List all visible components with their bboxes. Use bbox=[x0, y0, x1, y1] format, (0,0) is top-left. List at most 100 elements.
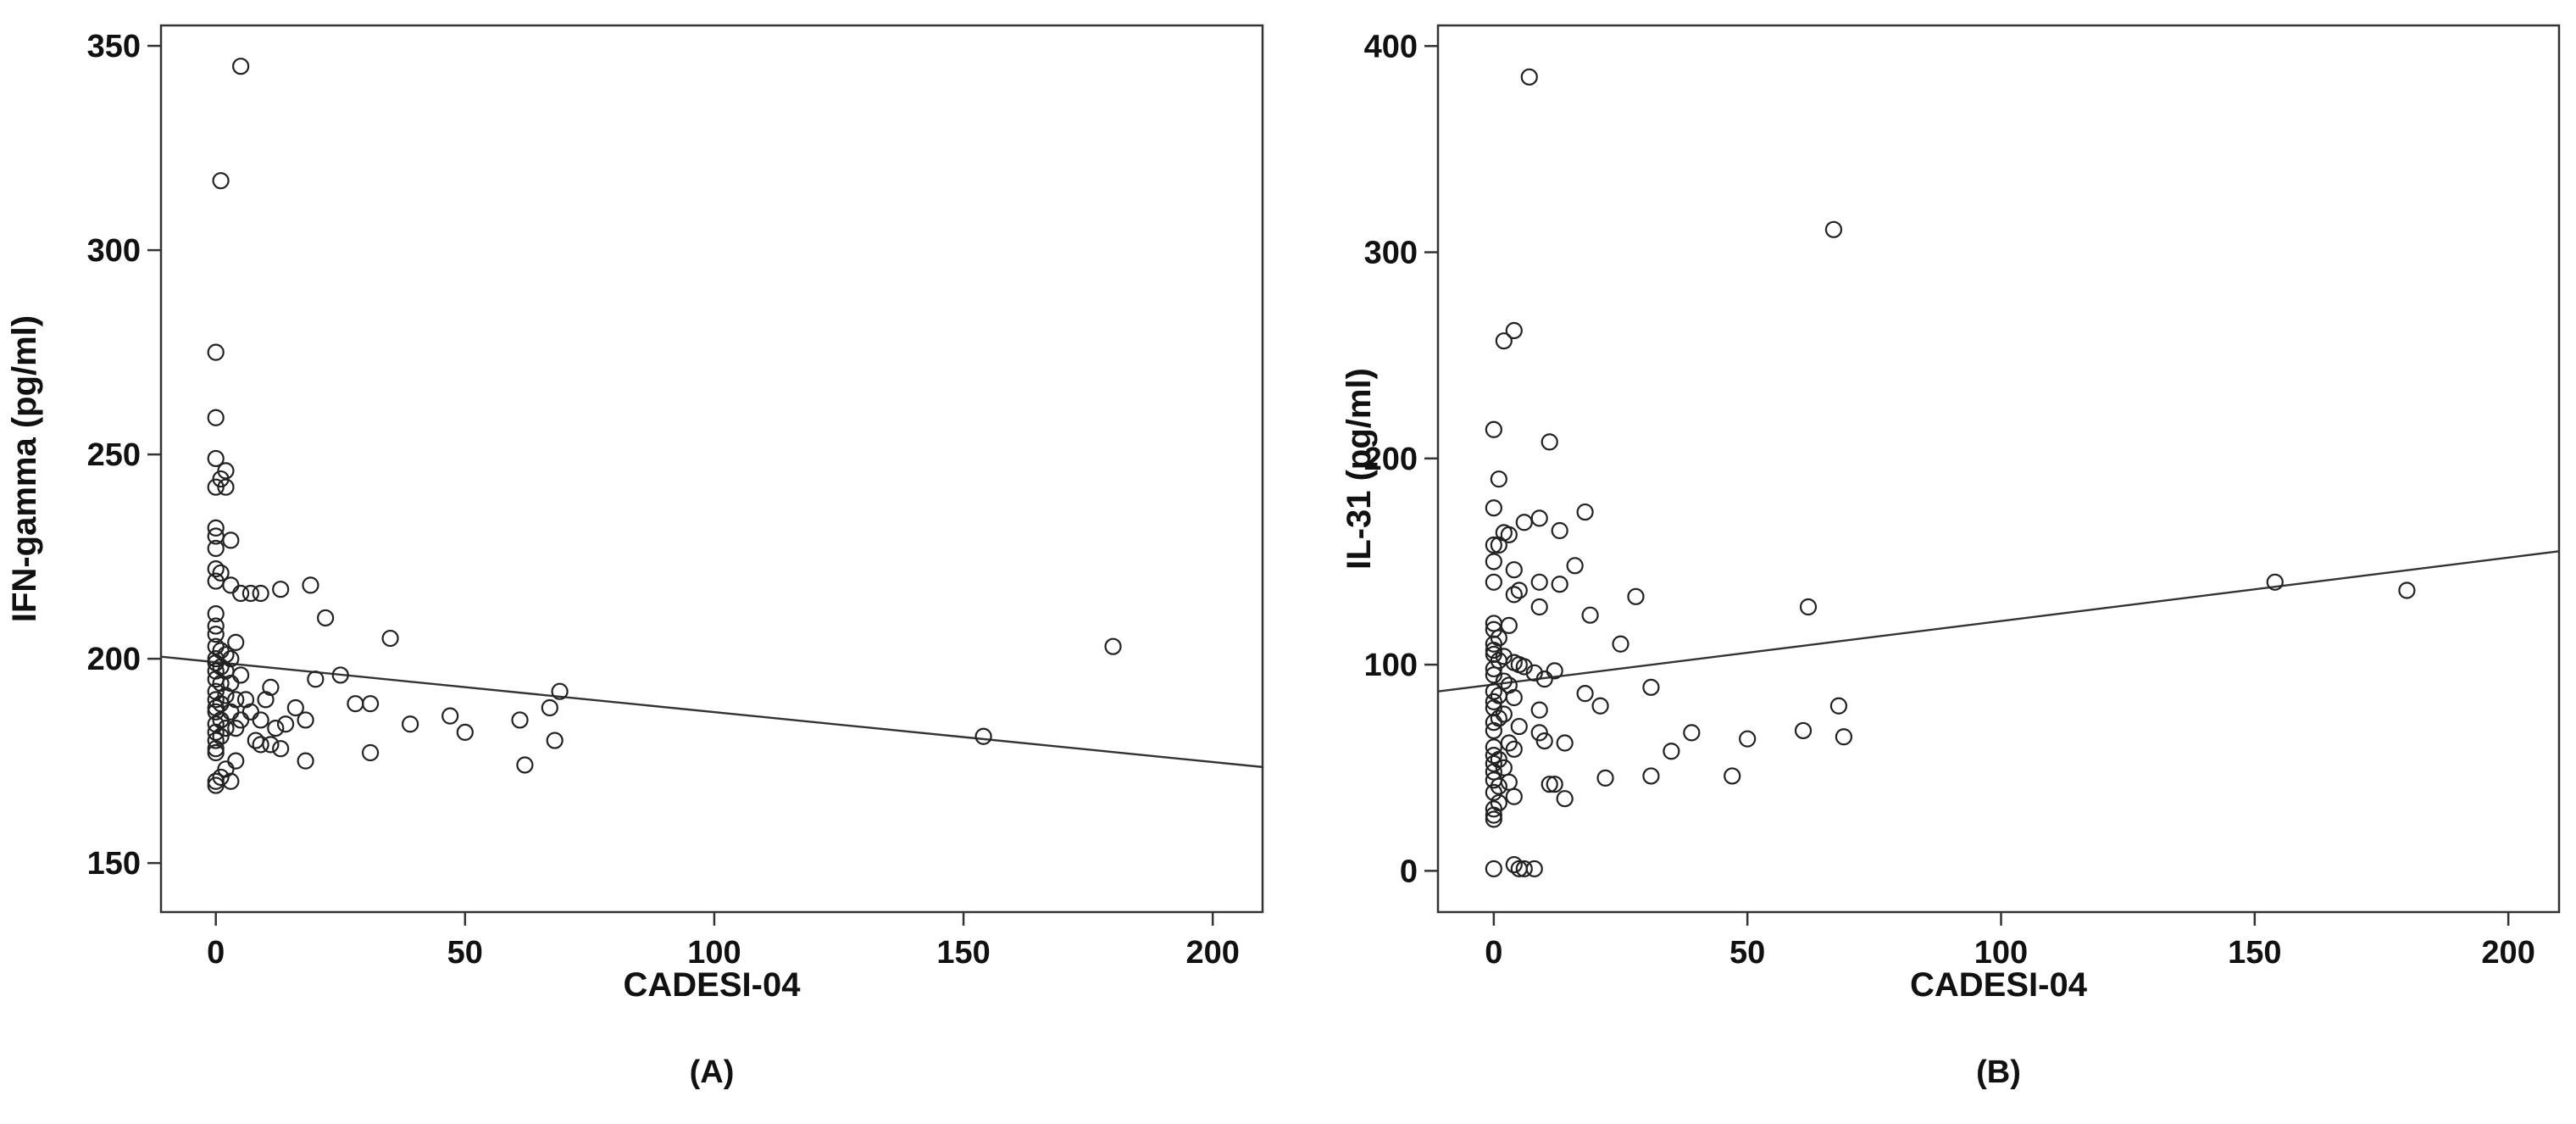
scatter-point bbox=[222, 531, 240, 549]
scatter-point bbox=[227, 633, 245, 651]
scatter-point bbox=[1591, 697, 1609, 715]
scatter-point bbox=[381, 629, 399, 648]
scatter-point bbox=[207, 691, 225, 709]
scatter-point bbox=[1530, 573, 1548, 591]
scatter-point bbox=[1485, 860, 1502, 878]
scatter-point bbox=[1576, 503, 1594, 521]
scatter-point bbox=[516, 756, 534, 774]
y-axis-label: IFN-gamma (pg/ml) bbox=[6, 315, 43, 622]
scatter-point bbox=[1485, 810, 1502, 828]
scatter-point bbox=[1525, 664, 1543, 682]
scatter-point bbox=[1799, 598, 1818, 616]
y-tick-label: 150 bbox=[87, 846, 141, 882]
scatter-point bbox=[252, 736, 269, 754]
scatter-point bbox=[1485, 573, 1502, 591]
y-tick-label: 0 bbox=[1400, 854, 1418, 889]
scatter-point bbox=[222, 576, 240, 594]
scatter-point bbox=[207, 743, 225, 762]
fit-line bbox=[1437, 550, 2560, 693]
scatter-point bbox=[207, 740, 225, 758]
scatter-point bbox=[1505, 586, 1523, 604]
scatter-point bbox=[1485, 693, 1502, 710]
scatter-point bbox=[1495, 332, 1513, 350]
scatter-point bbox=[207, 626, 225, 643]
y-tick-label: 300 bbox=[1364, 236, 1418, 271]
scatter-point bbox=[1490, 777, 1507, 795]
scatter-point bbox=[1485, 553, 1502, 570]
scatter-point bbox=[1556, 790, 1574, 808]
scatter-point bbox=[1546, 776, 1563, 793]
scatter-point bbox=[541, 698, 558, 717]
scatter-point bbox=[217, 687, 235, 704]
scatter-point bbox=[217, 478, 235, 496]
x-tick-label: 50 bbox=[447, 935, 483, 971]
scatter-point bbox=[2398, 581, 2416, 599]
scatter-point bbox=[1485, 666, 1502, 684]
scatter-point bbox=[1535, 732, 1553, 750]
scatter-point bbox=[1541, 433, 1558, 451]
y-tick-label: 250 bbox=[87, 437, 141, 473]
scatter-point bbox=[1500, 734, 1518, 752]
scatter-point bbox=[1551, 576, 1568, 593]
scatter-point bbox=[1824, 220, 1843, 238]
scatter-point bbox=[1829, 697, 1848, 715]
scatter-point bbox=[1835, 728, 1853, 746]
scatter-point bbox=[361, 695, 380, 713]
scatter-point bbox=[1500, 616, 1518, 634]
scatter-point bbox=[1505, 321, 1523, 340]
scatter-point bbox=[207, 539, 225, 558]
x-axis-label: CADESI-04 bbox=[1910, 966, 2088, 1004]
scatter-point bbox=[1596, 769, 1614, 787]
scatter-point bbox=[1510, 717, 1528, 736]
scatter-point bbox=[207, 617, 225, 635]
scatter-point bbox=[1485, 682, 1502, 700]
scatter-point bbox=[1485, 747, 1502, 765]
scatter-point bbox=[1485, 783, 1502, 802]
scatter-point bbox=[1485, 499, 1502, 517]
scatter-point bbox=[317, 609, 335, 627]
scatter-point bbox=[212, 470, 230, 488]
scatter-point bbox=[1663, 743, 1680, 760]
scatter-point bbox=[1505, 787, 1523, 805]
scatter-point bbox=[1642, 678, 1660, 696]
x-tick-label: 0 bbox=[207, 935, 225, 971]
scatter-point bbox=[232, 711, 250, 729]
scatter-point bbox=[207, 478, 225, 496]
scatter-point bbox=[1485, 754, 1502, 772]
scatter-point bbox=[347, 695, 364, 713]
scatter-point bbox=[1515, 658, 1533, 676]
scatter-point bbox=[1627, 587, 1645, 605]
scatter-point bbox=[1530, 701, 1548, 719]
scatter-point bbox=[1546, 662, 1563, 680]
scatter-point bbox=[257, 691, 275, 709]
x-axis-label: CADESI-04 bbox=[624, 966, 802, 1004]
fit-line bbox=[160, 655, 1263, 769]
scatter-point bbox=[207, 723, 225, 742]
scatter-point bbox=[1495, 705, 1513, 723]
scatter-point bbox=[456, 723, 474, 742]
scatter-point bbox=[1520, 68, 1538, 86]
scatter-point bbox=[207, 650, 225, 668]
scatter-point bbox=[227, 752, 245, 770]
y-tick-label: 400 bbox=[1364, 29, 1418, 64]
scatter-point bbox=[217, 719, 235, 737]
scatter-point bbox=[1485, 806, 1502, 824]
scatter-point bbox=[1505, 740, 1523, 758]
scatter-point bbox=[207, 703, 225, 721]
scatter-point bbox=[546, 732, 564, 749]
scatter-point bbox=[1530, 509, 1548, 527]
scatter-point bbox=[1485, 721, 1502, 740]
scatter-point bbox=[331, 666, 349, 684]
scatter-point bbox=[1485, 536, 1502, 554]
scatter-point bbox=[1612, 635, 1629, 653]
scatter-point bbox=[276, 715, 295, 733]
scatter-point bbox=[1551, 521, 1568, 540]
scatter-point bbox=[1505, 561, 1523, 579]
scatter-point bbox=[402, 715, 419, 733]
scatter-point bbox=[1490, 470, 1507, 488]
x-tick-label: 200 bbox=[2481, 935, 2534, 971]
scatter-point bbox=[1485, 800, 1502, 818]
scatter-point bbox=[1485, 714, 1502, 732]
scatter-point bbox=[252, 584, 269, 603]
scatter-point bbox=[297, 711, 314, 729]
